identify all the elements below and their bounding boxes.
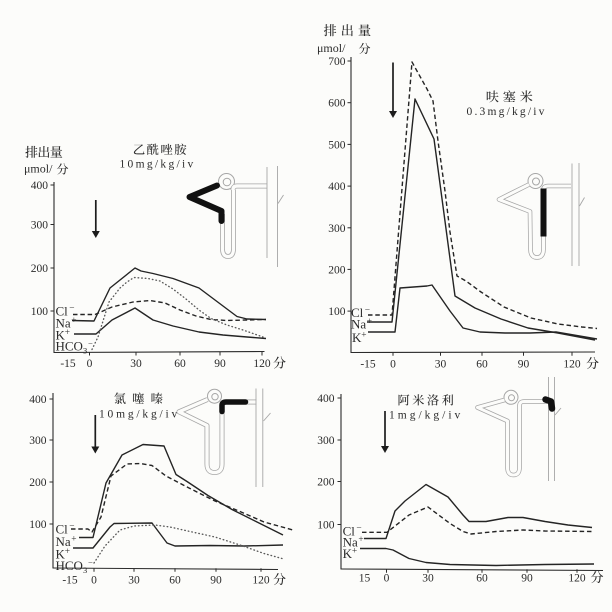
svg-text:30: 30	[435, 359, 447, 371]
svg-text:-15: -15	[62, 575, 78, 587]
svg-text:120: 120	[253, 358, 271, 370]
svg-text:+: +	[352, 547, 357, 557]
svg-text:90: 90	[521, 573, 533, 585]
svg-text:400: 400	[31, 180, 49, 192]
svg-text:0: 0	[384, 573, 390, 585]
svg-text:0: 0	[91, 575, 97, 587]
svg-text:200: 200	[29, 477, 47, 489]
svg-text:1mg/kg/iv: 1mg/kg/iv	[389, 410, 463, 422]
svg-text:−: −	[88, 558, 93, 568]
svg-text:100: 100	[29, 519, 47, 531]
svg-text:−: −	[69, 522, 74, 532]
svg-text:-15: -15	[60, 358, 76, 370]
svg-text:K: K	[56, 547, 66, 562]
svg-text:120: 120	[563, 359, 581, 371]
svg-text:−: −	[365, 306, 370, 316]
svg-text:Cl: Cl	[56, 522, 69, 537]
svg-text:K: K	[56, 328, 66, 343]
svg-text:K: K	[352, 330, 362, 345]
svg-text:100: 100	[317, 520, 335, 532]
svg-text:100: 100	[31, 306, 49, 318]
svg-text:10mg/kg/iv: 10mg/kg/iv	[99, 409, 180, 421]
svg-text:600: 600	[328, 98, 346, 110]
svg-text:15: 15	[359, 573, 371, 585]
svg-text:30: 30	[130, 358, 142, 370]
svg-text:Na: Na	[351, 317, 366, 332]
svg-text:3: 3	[83, 346, 87, 356]
svg-text:HCO: HCO	[56, 339, 83, 354]
svg-text:200: 200	[31, 263, 49, 275]
svg-text:−: −	[356, 524, 361, 534]
svg-text:100: 100	[328, 306, 346, 318]
svg-text:−: −	[69, 304, 74, 314]
svg-text:60: 60	[174, 358, 186, 370]
svg-text:90: 90	[518, 359, 530, 371]
svg-text:Cl: Cl	[343, 524, 356, 539]
svg-text:30: 30	[422, 573, 434, 585]
svg-text:60: 60	[476, 359, 488, 371]
svg-text:400: 400	[317, 393, 335, 405]
svg-text:Na: Na	[56, 316, 71, 331]
svg-text:-15: -15	[360, 359, 376, 371]
svg-text:μmol/: μmol/	[317, 41, 346, 55]
svg-text:0: 0	[390, 359, 396, 371]
svg-text:3: 3	[83, 565, 87, 575]
svg-text:200: 200	[328, 264, 346, 276]
svg-text:300: 300	[328, 223, 346, 235]
svg-text:HCO: HCO	[56, 558, 83, 573]
svg-text:400: 400	[29, 394, 47, 406]
svg-text:+: +	[65, 547, 70, 557]
svg-text:K: K	[343, 546, 353, 561]
svg-text:120: 120	[568, 573, 586, 585]
svg-text:+: +	[358, 535, 363, 545]
svg-text:Na: Na	[343, 535, 358, 550]
svg-text:90: 90	[210, 575, 222, 587]
svg-text:30: 30	[128, 575, 140, 587]
svg-text:200: 200	[317, 477, 335, 489]
svg-text:0: 0	[87, 358, 93, 370]
svg-text:300: 300	[29, 435, 47, 447]
svg-text:300: 300	[31, 220, 49, 232]
svg-text:10mg/kg/iv: 10mg/kg/iv	[120, 159, 196, 171]
svg-text:Cl: Cl	[351, 305, 364, 320]
svg-text:300: 300	[317, 435, 335, 447]
svg-text:+: +	[65, 328, 70, 338]
svg-text:0.3mg/kg/iv: 0.3mg/kg/iv	[467, 106, 547, 118]
svg-text:Cl: Cl	[56, 304, 69, 319]
svg-text:120: 120	[252, 575, 270, 587]
svg-text:60: 60	[476, 573, 488, 585]
svg-text:500: 500	[328, 139, 346, 151]
svg-text:−: −	[88, 338, 93, 348]
svg-text:60: 60	[169, 575, 181, 587]
svg-text:+: +	[361, 331, 366, 341]
svg-text:Na: Na	[56, 534, 71, 549]
svg-text:+: +	[71, 535, 76, 545]
svg-text:400: 400	[328, 181, 346, 193]
svg-text:700: 700	[328, 56, 346, 68]
svg-text:μmol/: μmol/	[24, 162, 53, 176]
svg-text:90: 90	[214, 358, 226, 370]
